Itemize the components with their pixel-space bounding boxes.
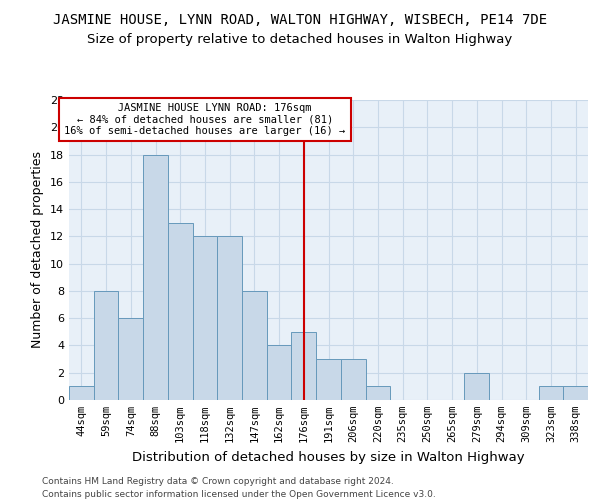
Bar <box>193 236 217 400</box>
Bar <box>539 386 563 400</box>
Y-axis label: Number of detached properties: Number of detached properties <box>31 152 44 348</box>
Text: Size of property relative to detached houses in Walton Highway: Size of property relative to detached ho… <box>88 32 512 46</box>
Bar <box>341 359 365 400</box>
Bar <box>217 236 242 400</box>
Text: Contains public sector information licensed under the Open Government Licence v3: Contains public sector information licen… <box>42 490 436 499</box>
Text: JASMINE HOUSE, LYNN ROAD, WALTON HIGHWAY, WISBECH, PE14 7DE: JASMINE HOUSE, LYNN ROAD, WALTON HIGHWAY… <box>53 12 547 26</box>
Bar <box>69 386 94 400</box>
Bar <box>242 291 267 400</box>
Bar <box>464 372 489 400</box>
X-axis label: Distribution of detached houses by size in Walton Highway: Distribution of detached houses by size … <box>132 450 525 464</box>
Bar <box>316 359 341 400</box>
Bar <box>365 386 390 400</box>
Bar <box>94 291 118 400</box>
Bar <box>118 318 143 400</box>
Text: Contains HM Land Registry data © Crown copyright and database right 2024.: Contains HM Land Registry data © Crown c… <box>42 478 394 486</box>
Bar <box>143 154 168 400</box>
Bar <box>292 332 316 400</box>
Text: JASMINE HOUSE LYNN ROAD: 176sqm
← 84% of detached houses are smaller (81)
16% of: JASMINE HOUSE LYNN ROAD: 176sqm ← 84% of… <box>64 102 346 136</box>
Bar <box>563 386 588 400</box>
Bar <box>168 222 193 400</box>
Bar <box>267 346 292 400</box>
